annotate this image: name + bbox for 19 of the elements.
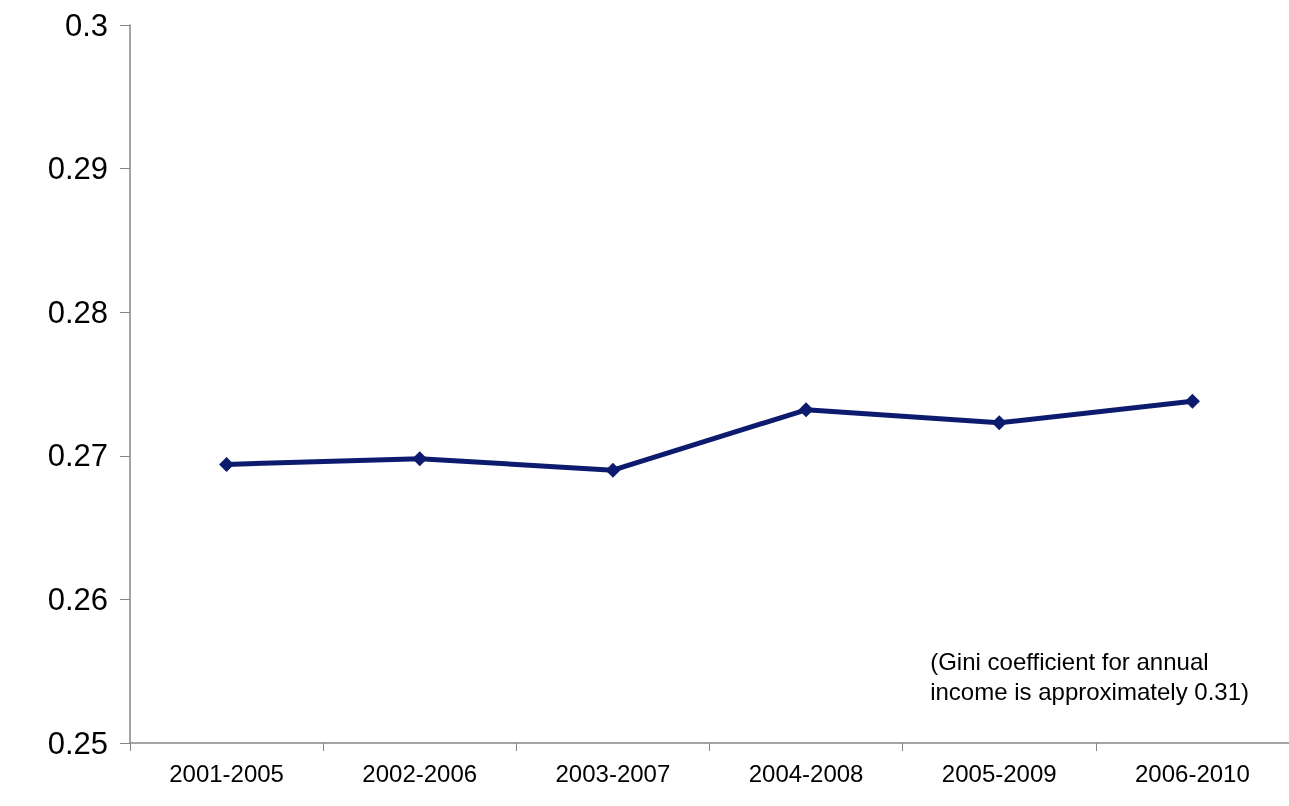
point bbox=[412, 451, 428, 467]
x-tick-label: 2005-2009 bbox=[941, 759, 1057, 787]
y-tick-label: 0.27 bbox=[47, 438, 108, 474]
point bbox=[605, 462, 621, 478]
annotation: (Gini coefficient for annual income is approximately 0.31) bbox=[930, 647, 1249, 705]
y-tick-label: 0.25 bbox=[47, 725, 108, 761]
point bbox=[798, 402, 814, 418]
x-tick-label: 2003-2007 bbox=[555, 759, 671, 787]
point bbox=[219, 456, 235, 472]
point bbox=[991, 415, 1007, 431]
y-tick-label: 0.28 bbox=[47, 294, 108, 330]
point bbox=[1184, 393, 1200, 409]
y-tick-label: 0.3 bbox=[64, 7, 108, 43]
x-tick-label: 2004-2008 bbox=[748, 759, 864, 787]
y-tick-label: 0.26 bbox=[47, 581, 108, 617]
y-tick-label: 0.29 bbox=[47, 151, 108, 187]
x-tick-label: 2001-2005 bbox=[169, 759, 284, 787]
x-tick-label: 2002-2006 bbox=[362, 759, 478, 787]
x-tick-label: 2006-2010 bbox=[1135, 759, 1250, 787]
